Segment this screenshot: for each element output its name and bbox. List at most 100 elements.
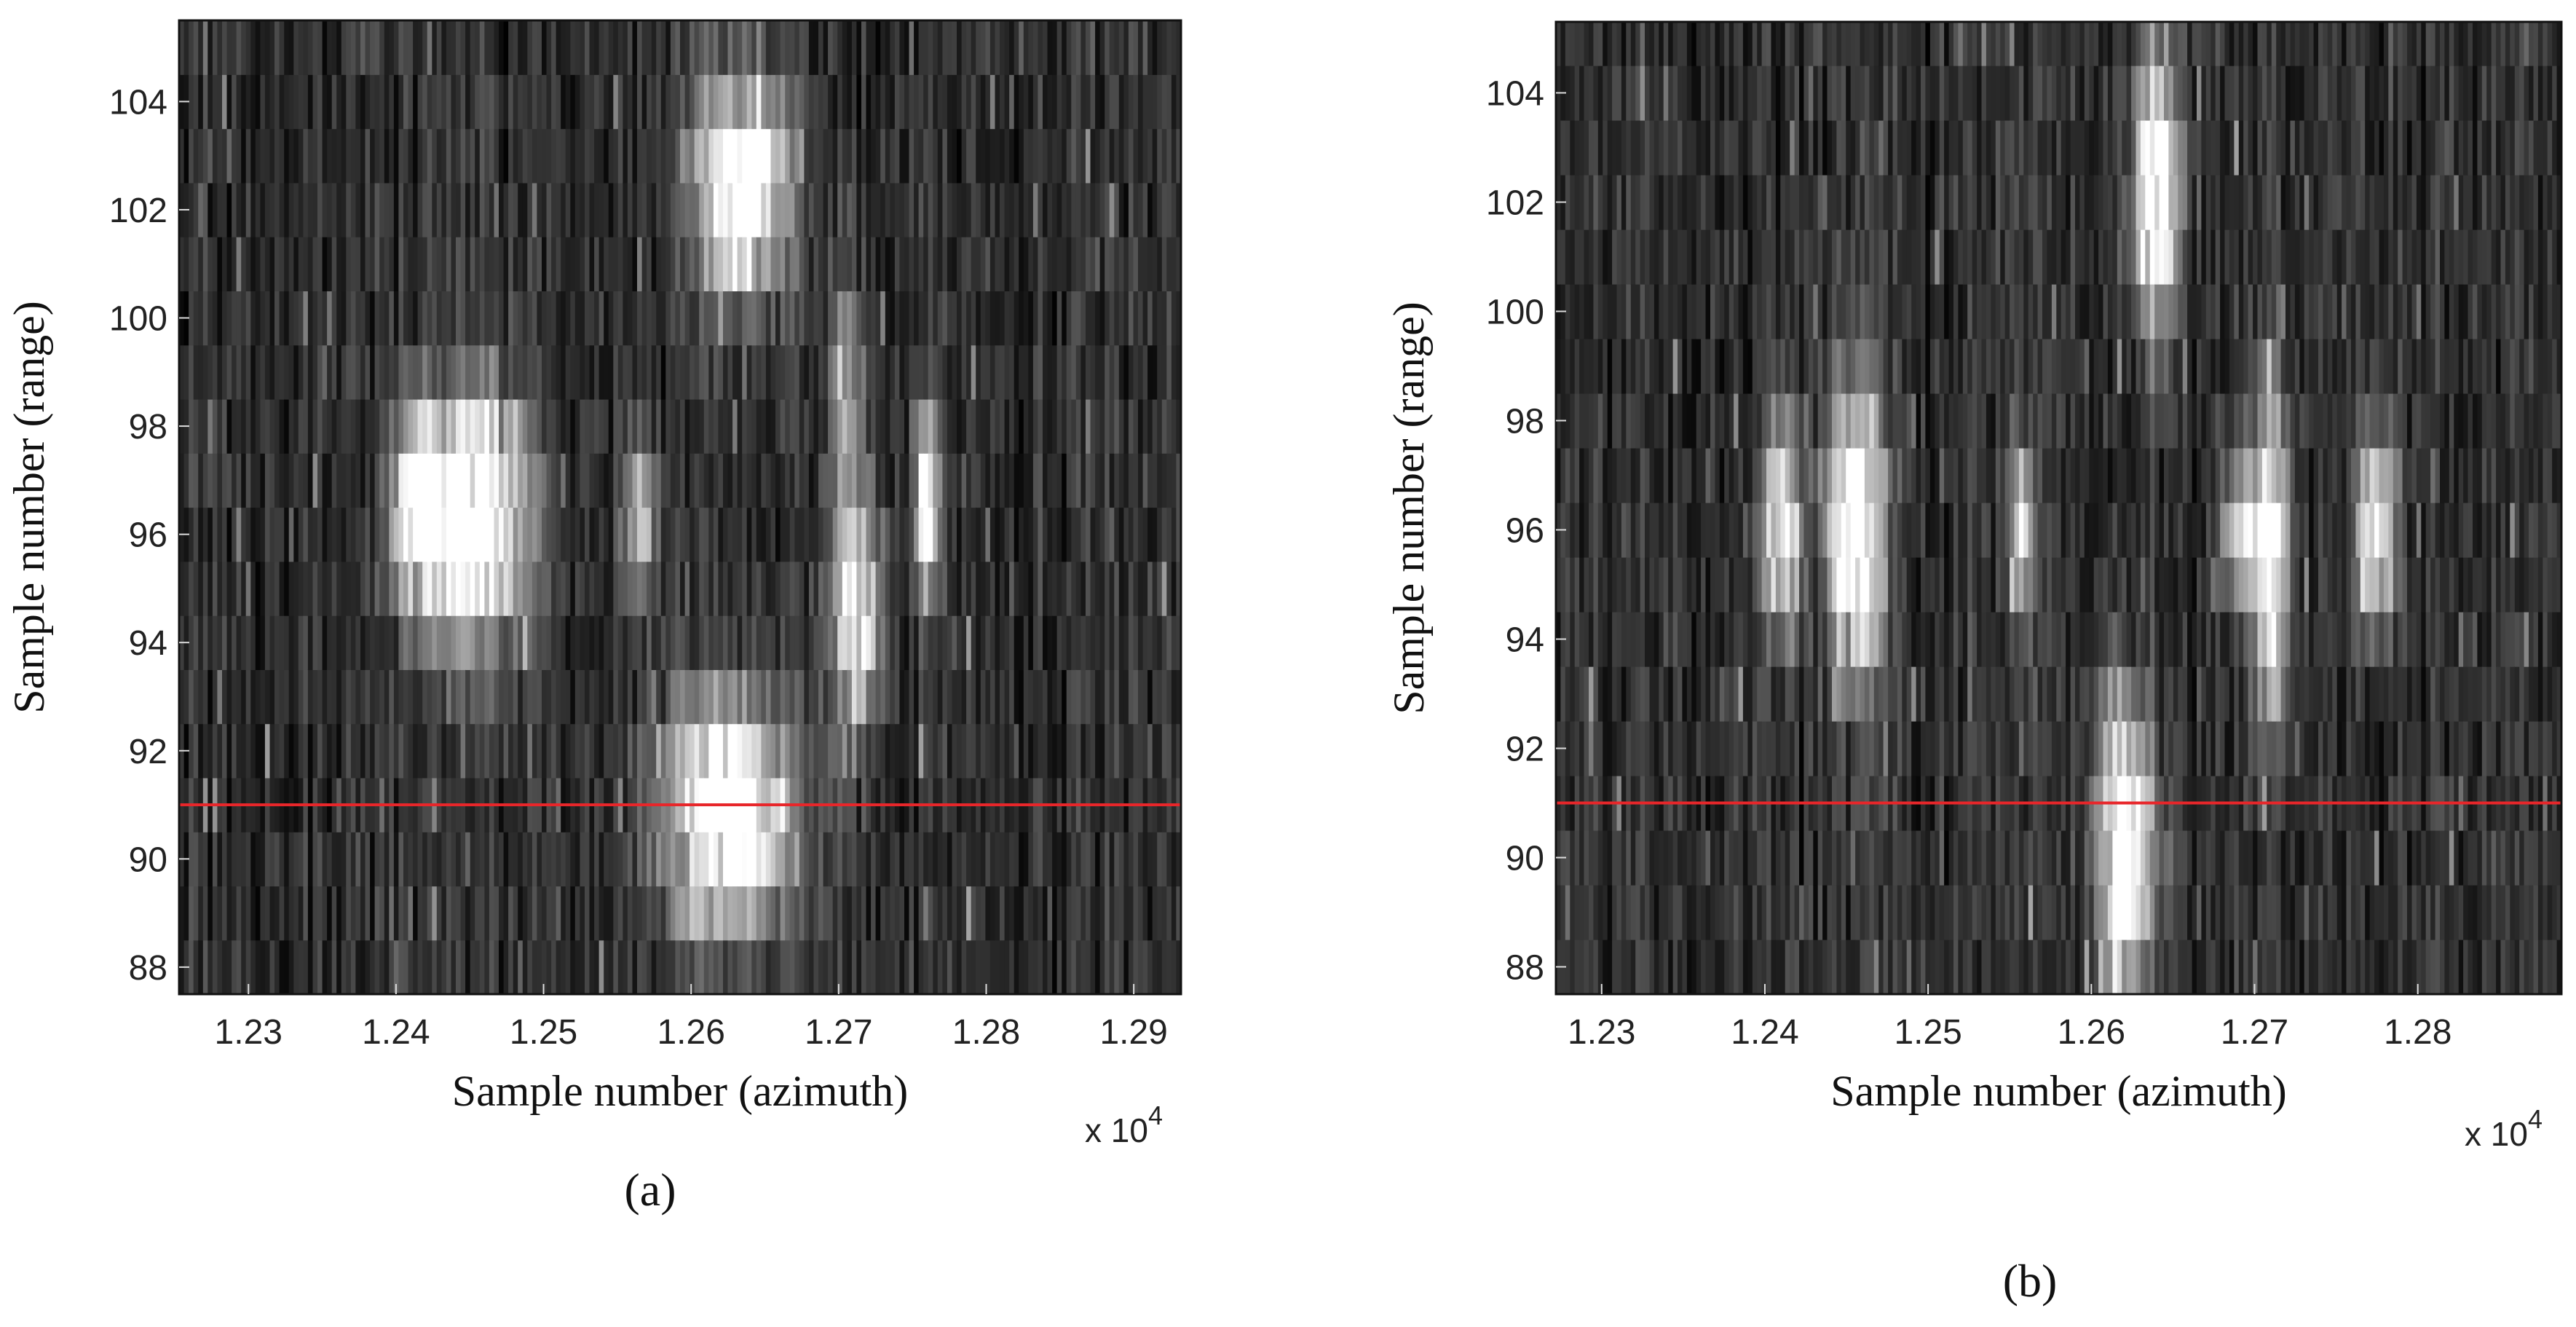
heatmap-cell bbox=[1682, 22, 1688, 66]
heatmap-cell bbox=[317, 723, 323, 779]
heatmap-cell bbox=[355, 398, 361, 454]
heatmap-cell bbox=[1635, 940, 1641, 995]
heatmap-cell bbox=[732, 74, 738, 130]
heatmap-cell bbox=[432, 615, 438, 670]
heatmap-cell bbox=[1635, 284, 1641, 339]
heatmap-cell bbox=[312, 128, 318, 184]
heatmap-cell bbox=[623, 74, 628, 130]
heatmap-cell bbox=[202, 886, 208, 941]
heatmap-cell bbox=[694, 832, 700, 887]
heatmap-cell bbox=[1771, 830, 1777, 886]
heatmap-cell bbox=[484, 507, 490, 562]
heatmap-cell bbox=[522, 344, 528, 400]
heatmap-cell bbox=[212, 398, 218, 454]
heatmap-cell bbox=[451, 940, 457, 995]
heatmap-cell bbox=[989, 507, 996, 562]
heatmap-cell bbox=[1710, 612, 1715, 667]
heatmap-cell bbox=[513, 723, 518, 779]
heatmap-cell bbox=[260, 507, 266, 562]
heatmap-cell bbox=[627, 398, 633, 454]
heatmap-cell bbox=[217, 669, 223, 725]
heatmap-cell bbox=[594, 128, 600, 184]
heatmap-cell bbox=[284, 291, 290, 346]
heatmap-cell bbox=[379, 74, 385, 130]
heatmap-cell bbox=[899, 507, 905, 562]
heatmap-cell bbox=[513, 128, 518, 184]
heatmap-cell bbox=[1579, 393, 1585, 449]
heatmap-cell bbox=[1808, 830, 1814, 886]
heatmap-cell bbox=[1832, 885, 1837, 940]
heatmap-cell bbox=[737, 74, 743, 130]
heatmap-cell bbox=[623, 291, 628, 346]
heatmap-cell bbox=[880, 237, 886, 291]
heatmap-cell bbox=[813, 723, 819, 779]
heatmap-cell bbox=[813, 128, 819, 184]
heatmap-cell bbox=[899, 886, 905, 941]
heatmap-cell bbox=[537, 74, 542, 130]
heatmap-cell bbox=[1570, 885, 1576, 940]
heatmap-cell bbox=[1142, 74, 1148, 130]
heatmap-cell bbox=[608, 291, 614, 346]
heatmap-cell bbox=[202, 561, 208, 616]
heatmap-cell bbox=[1090, 507, 1096, 562]
heatmap-cell bbox=[1123, 237, 1129, 291]
heatmap-cell bbox=[379, 453, 385, 508]
heatmap-cell bbox=[574, 182, 580, 237]
heatmap-cell bbox=[765, 561, 772, 616]
heatmap-cell bbox=[1579, 721, 1585, 776]
heatmap-cell bbox=[193, 128, 199, 184]
heatmap-cell bbox=[971, 561, 976, 616]
heatmap-cell bbox=[1114, 182, 1120, 237]
heatmap-cell bbox=[756, 237, 762, 291]
heatmap-cell bbox=[260, 182, 266, 237]
heatmap-cell bbox=[1023, 886, 1029, 941]
heatmap-cell bbox=[894, 561, 901, 616]
heatmap-cell bbox=[198, 886, 204, 941]
heatmap-cell bbox=[1649, 66, 1655, 121]
heatmap-cell bbox=[723, 886, 729, 941]
heatmap-cell bbox=[608, 723, 614, 779]
heatmap-cell bbox=[222, 398, 228, 454]
heatmap-cell bbox=[307, 832, 314, 887]
heatmap-cell bbox=[598, 344, 604, 400]
heatmap-cell bbox=[1626, 229, 1632, 285]
heatmap-cell bbox=[904, 237, 910, 291]
heatmap-cell bbox=[1038, 669, 1043, 725]
heatmap-cell bbox=[660, 669, 666, 725]
heatmap-cell bbox=[680, 453, 686, 508]
heatmap-cell bbox=[1790, 940, 1795, 995]
heatmap-cell bbox=[1043, 507, 1048, 562]
heatmap-cell bbox=[713, 615, 719, 670]
heatmap-cell bbox=[241, 723, 247, 779]
heatmap-cell bbox=[1157, 291, 1163, 346]
heatmap-cell bbox=[847, 669, 853, 725]
heatmap-cell bbox=[1166, 615, 1172, 670]
heatmap-cell bbox=[331, 182, 337, 237]
heatmap-cell bbox=[627, 344, 633, 400]
heatmap-cell bbox=[403, 940, 409, 995]
heatmap-cell bbox=[1742, 721, 1748, 776]
heatmap-cell bbox=[1584, 393, 1589, 449]
heatmap-cell bbox=[208, 291, 213, 346]
heatmap-cell bbox=[1009, 74, 1015, 130]
heatmap-cell bbox=[1701, 120, 1707, 176]
heatmap-cell bbox=[1099, 886, 1105, 941]
heatmap-cell bbox=[398, 344, 404, 400]
heatmap-cell bbox=[1105, 615, 1110, 670]
heatmap-cell bbox=[627, 940, 633, 995]
heatmap-cell bbox=[737, 723, 743, 779]
heatmap-cell bbox=[561, 832, 566, 887]
heatmap-cell bbox=[703, 561, 709, 616]
heatmap-cell bbox=[651, 74, 657, 130]
heatmap-cell bbox=[1593, 940, 1599, 995]
heatmap-cell bbox=[1855, 940, 1861, 995]
heatmap-cell bbox=[465, 723, 471, 779]
heatmap-cell bbox=[556, 669, 561, 725]
heatmap-cell bbox=[1095, 615, 1101, 670]
heatmap-cell bbox=[761, 291, 767, 346]
heatmap-cell bbox=[446, 561, 452, 616]
heatmap-cell bbox=[307, 669, 314, 725]
heatmap-cell bbox=[1846, 22, 1852, 66]
heatmap-cell bbox=[1663, 830, 1669, 886]
heatmap-cell bbox=[370, 886, 376, 941]
